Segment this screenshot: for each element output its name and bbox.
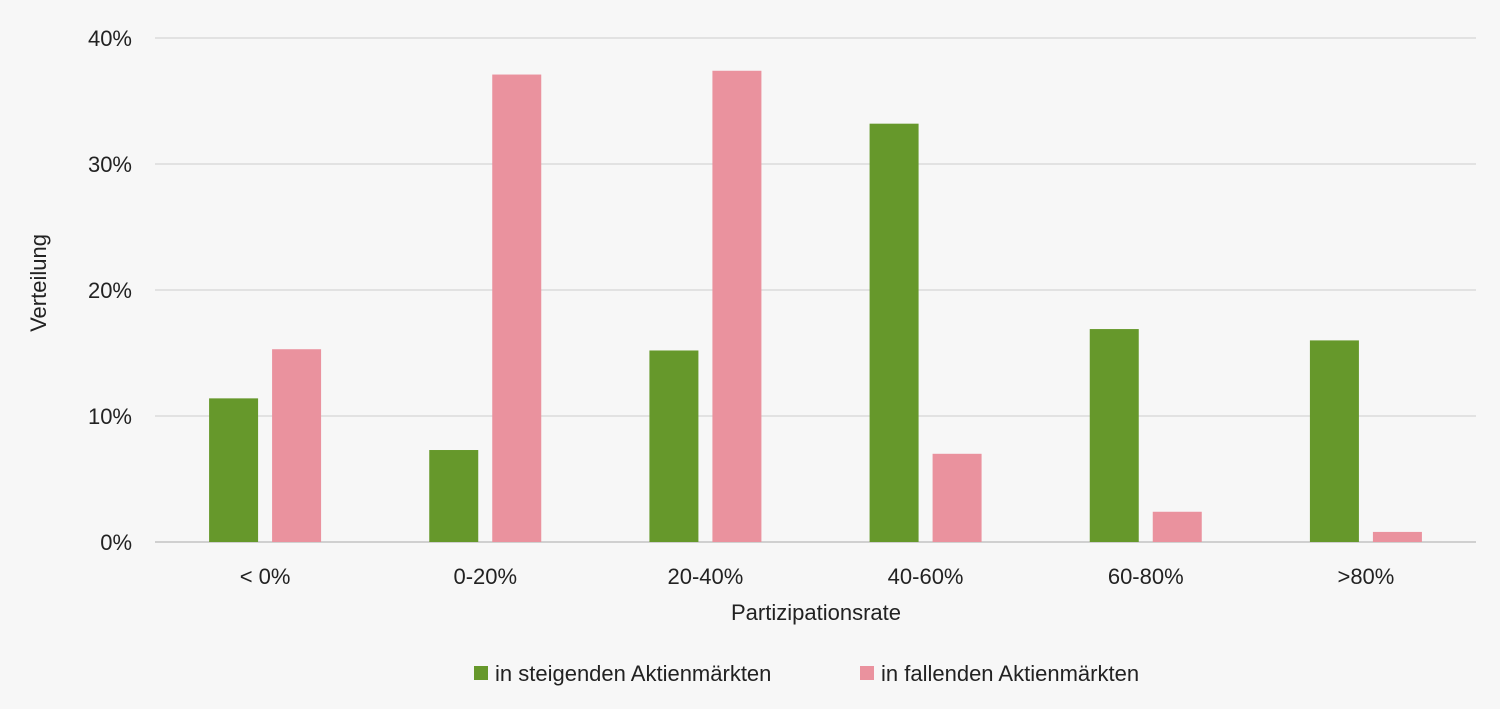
bar-falling-0 [272, 349, 322, 542]
x-tick-label: 60-80% [1108, 564, 1184, 589]
y-tick-label: 0% [100, 530, 132, 555]
y-axis-title: Verteilung [26, 234, 51, 332]
y-tick-label: 30% [88, 152, 132, 177]
legend-swatch-falling [860, 666, 874, 680]
x-tick-label: >80% [1337, 564, 1394, 589]
x-tick-label: 0-20% [453, 564, 517, 589]
x-axis-title: Partizipationsrate [731, 600, 901, 625]
legend-label-rising: in steigenden Aktienmärkten [495, 661, 771, 686]
x-tick-label: 20-40% [667, 564, 743, 589]
bar-falling-5 [1372, 531, 1422, 542]
bar-rising-5 [1309, 340, 1359, 542]
bar-rising-0 [209, 398, 259, 542]
gridlines [155, 37, 1476, 543]
bar-rising-1 [429, 450, 479, 542]
bar-falling-4 [1152, 511, 1202, 542]
legend-swatch-rising [474, 666, 488, 680]
bar-falling-2 [712, 70, 762, 542]
plot-area [209, 70, 1422, 543]
bar-rising-3 [869, 123, 919, 543]
x-tick-label: 40-60% [888, 564, 964, 589]
bar-rising-4 [1089, 329, 1139, 542]
legend: in steigenden Aktienmärkten in fallenden… [474, 661, 1139, 686]
y-tick-label: 40% [88, 26, 132, 51]
legend-label-falling: in fallenden Aktienmärkten [881, 661, 1139, 686]
x-axis: < 0% 0-20% 20-40% 40-60% 60-80% >80% [240, 564, 1395, 589]
bar-falling-3 [932, 453, 982, 542]
y-axis: 0% 10% 20% 30% 40% [88, 26, 132, 555]
bar-falling-1 [492, 74, 542, 542]
y-tick-label: 20% [88, 278, 132, 303]
y-tick-label: 10% [88, 404, 132, 429]
bar-rising-2 [649, 350, 699, 542]
x-tick-label: < 0% [240, 564, 291, 589]
